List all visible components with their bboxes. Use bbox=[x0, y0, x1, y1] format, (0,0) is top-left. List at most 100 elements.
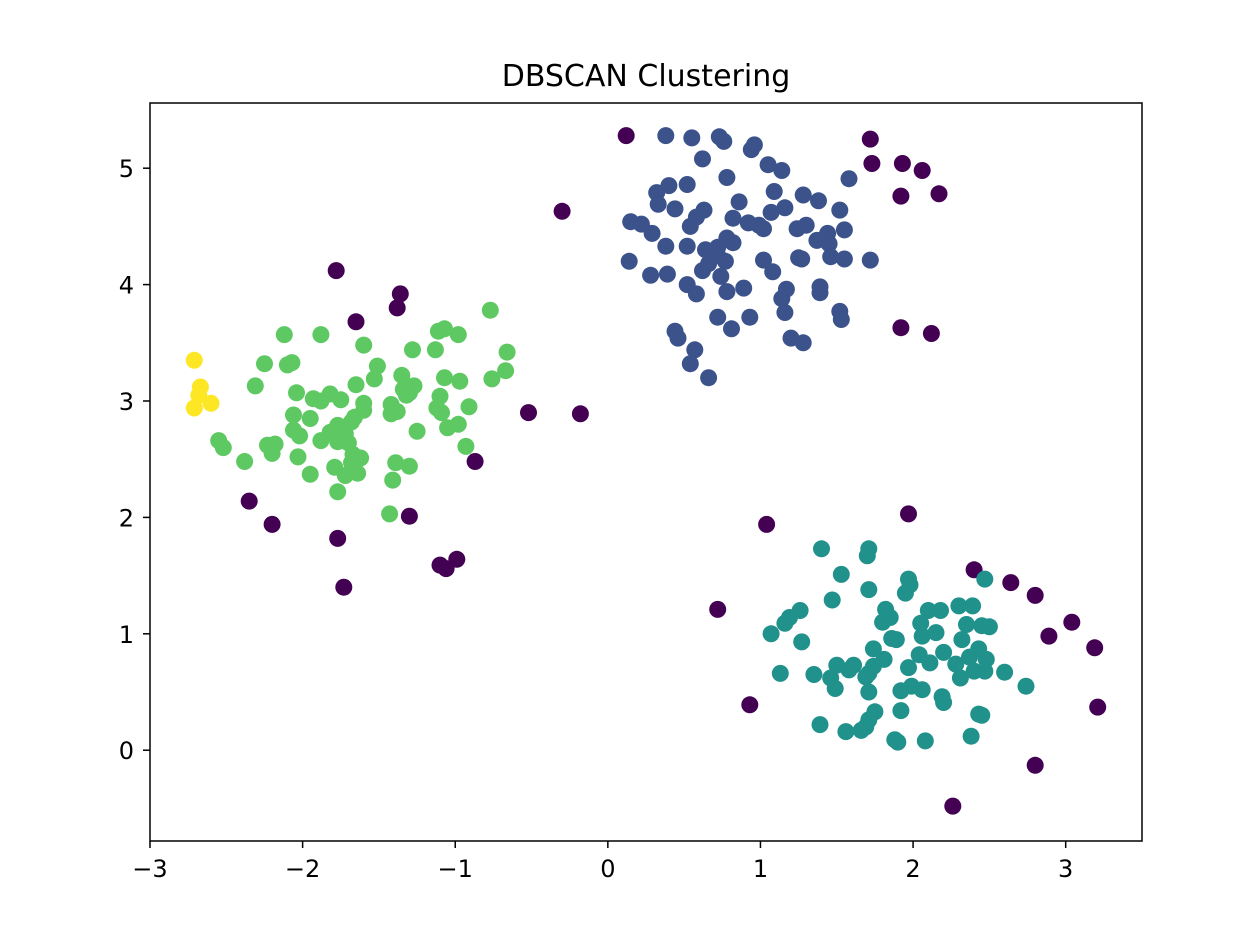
scatter-point-noise bbox=[913, 162, 931, 179]
scatter-point-noise bbox=[1089, 698, 1107, 716]
scatter-point-cluster_0 bbox=[716, 252, 734, 270]
scatter-point-cluster_2 bbox=[347, 376, 365, 394]
x-tick-label: 0 bbox=[600, 855, 615, 883]
scatter-point-cluster_0 bbox=[681, 217, 699, 235]
scatter-point-cluster_2 bbox=[388, 403, 406, 420]
scatter-point-cluster_0 bbox=[797, 216, 815, 234]
scatter-point-cluster_1 bbox=[916, 732, 934, 750]
scatter-point-noise bbox=[329, 529, 347, 547]
x-tick-label: −3 bbox=[132, 855, 167, 883]
scatter-point-cluster_0 bbox=[730, 193, 748, 211]
y-tick-label: 0 bbox=[119, 737, 134, 765]
scatter-point-cluster_2 bbox=[355, 336, 373, 354]
scatter-point-cluster_1 bbox=[932, 602, 949, 619]
scatter-point-cluster_2 bbox=[349, 464, 367, 482]
points-layer bbox=[185, 127, 1107, 815]
scatter-point-cluster_0 bbox=[835, 250, 853, 268]
scatter-point-cluster_2 bbox=[460, 398, 478, 416]
scatter-point-cluster_1 bbox=[961, 648, 978, 666]
scatter-point-cluster_0 bbox=[694, 150, 711, 168]
scatter-point-cluster_2 bbox=[365, 370, 383, 388]
scatter-point-cluster_2 bbox=[301, 465, 319, 483]
scatter-point-cluster_1 bbox=[762, 625, 780, 643]
scatter-point-noise bbox=[944, 797, 962, 815]
scatter-point-cluster_1 bbox=[964, 597, 982, 615]
scatter-point-cluster_1 bbox=[996, 663, 1014, 681]
scatter-point-cluster_1 bbox=[947, 655, 965, 673]
scatter-point-cluster_3 bbox=[185, 351, 203, 369]
scatter-point-cluster_2 bbox=[289, 448, 307, 466]
scatter-point-cluster_0 bbox=[678, 176, 696, 193]
scatter-point-cluster_2 bbox=[393, 366, 411, 384]
scatter-point-cluster_2 bbox=[381, 505, 399, 523]
scatter-point-noise bbox=[930, 185, 948, 203]
scatter-point-noise bbox=[1002, 574, 1020, 592]
scatter-point-cluster_1 bbox=[832, 565, 850, 583]
scatter-point-cluster_1 bbox=[887, 631, 905, 649]
scatter-point-cluster_2 bbox=[301, 410, 319, 427]
scatter-point-cluster_0 bbox=[657, 127, 675, 145]
scatter-point-noise bbox=[1026, 586, 1044, 604]
scatter-point-cluster_2 bbox=[449, 326, 467, 344]
scatter-point-cluster_2 bbox=[483, 370, 501, 388]
scatter-point-cluster_1 bbox=[793, 633, 811, 651]
scatter-point-cluster_0 bbox=[764, 263, 782, 281]
scatter-point-cluster_2 bbox=[263, 444, 281, 462]
scatter-point-cluster_2 bbox=[436, 369, 453, 387]
scatter-point-cluster_1 bbox=[951, 669, 969, 687]
scatter-point-cluster_1 bbox=[823, 591, 841, 609]
scatter-point-cluster_1 bbox=[860, 683, 878, 701]
scatter-point-cluster_1 bbox=[826, 680, 844, 697]
scatter-point-cluster_0 bbox=[759, 156, 777, 174]
scatter-point-noise bbox=[617, 127, 635, 145]
scatter-point-cluster_0 bbox=[715, 132, 733, 150]
scatter-point-cluster_1 bbox=[892, 682, 910, 700]
scatter-point-cluster_1 bbox=[776, 614, 794, 632]
scatter-point-cluster_0 bbox=[735, 279, 753, 297]
scatter-point-noise bbox=[466, 453, 484, 470]
scatter-point-cluster_1 bbox=[976, 570, 994, 588]
scatter-point-noise bbox=[448, 550, 466, 568]
scatter-point-cluster_0 bbox=[794, 334, 812, 352]
scatter-point-cluster_0 bbox=[822, 248, 840, 266]
scatter-point-noise bbox=[1040, 627, 1058, 645]
y-tick-label: 3 bbox=[119, 388, 134, 416]
scatter-point-noise bbox=[335, 578, 353, 596]
scatter-point-cluster_0 bbox=[810, 192, 827, 210]
scatter-point-cluster_0 bbox=[794, 186, 812, 204]
scatter-point-cluster_2 bbox=[404, 341, 421, 359]
scatter-point-cluster_2 bbox=[312, 326, 330, 344]
scatter-point-cluster_3 bbox=[185, 399, 203, 417]
x-tick-label: −1 bbox=[438, 855, 473, 883]
scatter-point-cluster_0 bbox=[773, 290, 791, 308]
scatter-point-cluster_1 bbox=[864, 640, 882, 658]
y-tick-label: 4 bbox=[119, 272, 134, 300]
scatter-point-cluster_0 bbox=[755, 251, 772, 269]
scatter-point-cluster_0 bbox=[762, 203, 780, 221]
scatter-point-noise bbox=[263, 515, 281, 533]
scatter-point-cluster_0 bbox=[832, 311, 850, 328]
scatter-point-noise bbox=[571, 405, 589, 423]
scatter-point-cluster_2 bbox=[387, 454, 405, 472]
scatter-point-cluster_2 bbox=[481, 301, 499, 319]
scatter-point-cluster_1 bbox=[840, 661, 858, 679]
scatter-point-cluster_1 bbox=[860, 581, 878, 599]
scatter-point-cluster_1 bbox=[889, 733, 907, 751]
scatter-point-cluster_0 bbox=[776, 304, 794, 321]
scatter-point-cluster_2 bbox=[433, 404, 450, 422]
scatter-point-cluster_1 bbox=[953, 631, 971, 649]
scatter-point-cluster_0 bbox=[666, 200, 684, 218]
scatter-point-cluster_0 bbox=[658, 265, 676, 283]
scatter-point-cluster_1 bbox=[919, 602, 937, 619]
scatter-point-cluster_0 bbox=[686, 341, 704, 359]
scatter-point-cluster_2 bbox=[497, 362, 515, 380]
scatter-point-cluster_0 bbox=[649, 195, 667, 213]
scatter-point-cluster_1 bbox=[896, 584, 914, 602]
scatter-point-cluster_1 bbox=[852, 721, 870, 739]
scatter-point-noise bbox=[347, 313, 365, 331]
scatter-point-cluster_1 bbox=[962, 727, 980, 745]
scatter-point-noise bbox=[900, 505, 917, 523]
scatter-point-cluster_2 bbox=[451, 372, 469, 390]
scatter-point-cluster_2 bbox=[439, 419, 457, 437]
scatter-point-cluster_2 bbox=[429, 322, 447, 340]
